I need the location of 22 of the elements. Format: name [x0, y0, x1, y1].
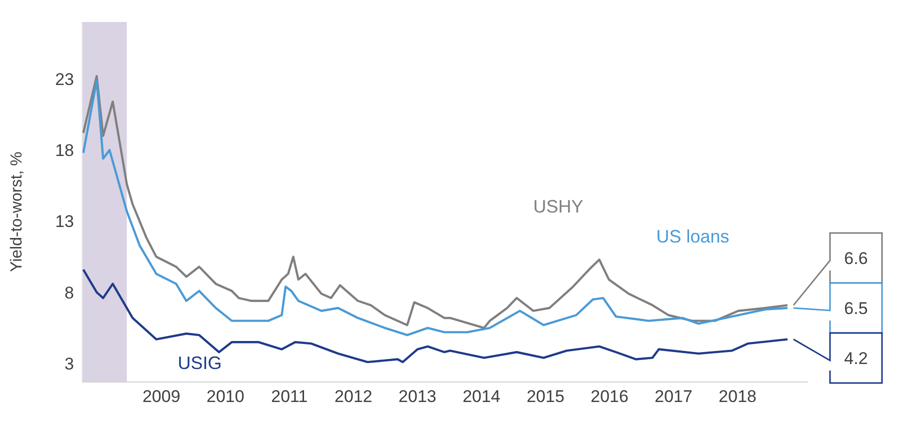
- x-tick-label: 2017: [654, 387, 692, 406]
- text: US loans: [656, 226, 730, 247]
- x-tick-label: 2014: [462, 387, 500, 406]
- y-axis-title: Yield-to-worst, %: [8, 152, 26, 272]
- y-tick-label: 8: [64, 283, 74, 302]
- text: 6.6: [844, 249, 868, 268]
- series-label: USIG: [178, 353, 222, 374]
- y-tick-label: 23: [55, 70, 74, 89]
- x-tick-label: 2010: [206, 387, 244, 406]
- x-tick-label: 2012: [334, 387, 372, 406]
- y-tick-label: 18: [55, 141, 74, 160]
- x-tick-label: 2013: [398, 387, 436, 406]
- x-tick-label: 2011: [271, 387, 308, 406]
- x-tick-label: 2009: [142, 387, 180, 406]
- text: USHY: [533, 196, 584, 217]
- x-tick-label: 2015: [526, 387, 564, 406]
- y-tick-label: 3: [64, 354, 74, 374]
- y-tick-label: 13: [55, 212, 74, 232]
- text: 6.5: [844, 299, 868, 318]
- text: 4.2: [844, 349, 868, 368]
- x-tick-label: 2016: [590, 387, 628, 406]
- x-tick-label: 2018: [718, 387, 756, 406]
